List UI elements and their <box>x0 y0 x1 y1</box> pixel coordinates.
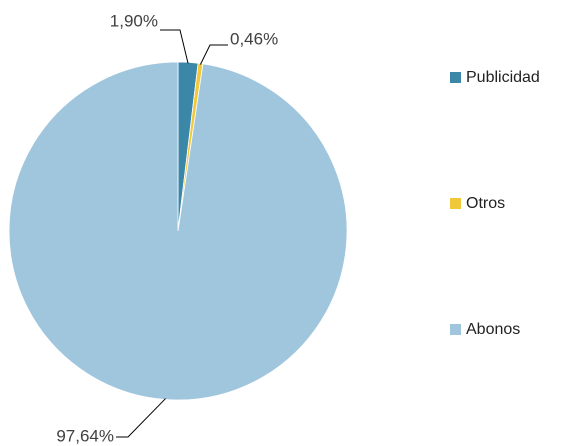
legend-swatch <box>450 198 461 209</box>
pie-slice <box>8 61 348 401</box>
legend-swatch <box>450 72 461 83</box>
leader-line <box>199 44 228 65</box>
data-label: 97,64% <box>56 426 114 445</box>
legend-label: Publicidad <box>466 69 540 86</box>
data-label: 1,90% <box>110 11 158 30</box>
legend-label: Abonos <box>466 321 520 338</box>
leader-line <box>116 398 166 438</box>
leader-line <box>160 29 189 64</box>
data-label: 0,46% <box>230 29 278 48</box>
legend-swatch <box>450 324 461 335</box>
legend-label: Otros <box>466 195 505 212</box>
